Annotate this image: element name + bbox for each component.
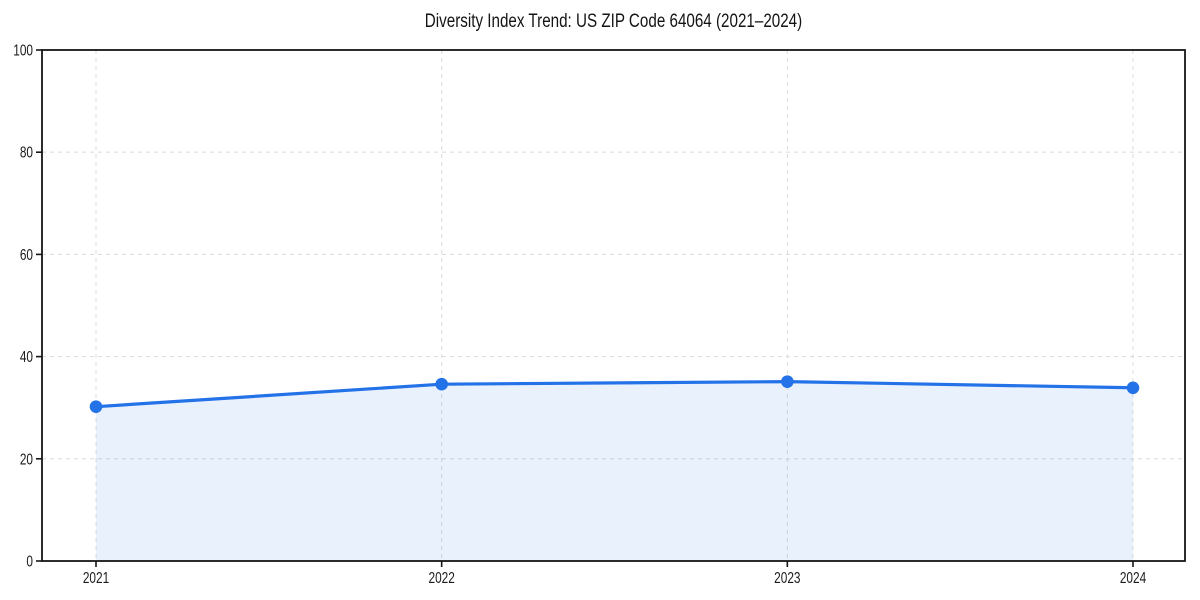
y-tick-label: 80: [20, 143, 33, 161]
data-point: [89, 400, 103, 413]
chart-title: Diversity Index Trend: US ZIP Code 64064…: [424, 11, 803, 32]
area-fill: [96, 381, 1133, 561]
plot-border: [41, 49, 1186, 562]
y-tick-label: 20: [20, 450, 33, 468]
x-tick-label: 2024: [1120, 568, 1146, 586]
y-tick-label: 40: [20, 347, 33, 365]
trend-line: [94, 380, 1135, 409]
y-tick-label: 0: [26, 552, 33, 570]
x-tick-label: 2023: [774, 568, 800, 586]
data-point: [781, 375, 794, 388]
x-tick-label: 2022: [429, 568, 455, 586]
data-point: [435, 377, 448, 391]
data-point: [1126, 381, 1140, 395]
y-tick-label: 100: [13, 41, 33, 59]
y-tick-label: 60: [20, 245, 33, 263]
x-tick-label: 2021: [83, 568, 109, 586]
